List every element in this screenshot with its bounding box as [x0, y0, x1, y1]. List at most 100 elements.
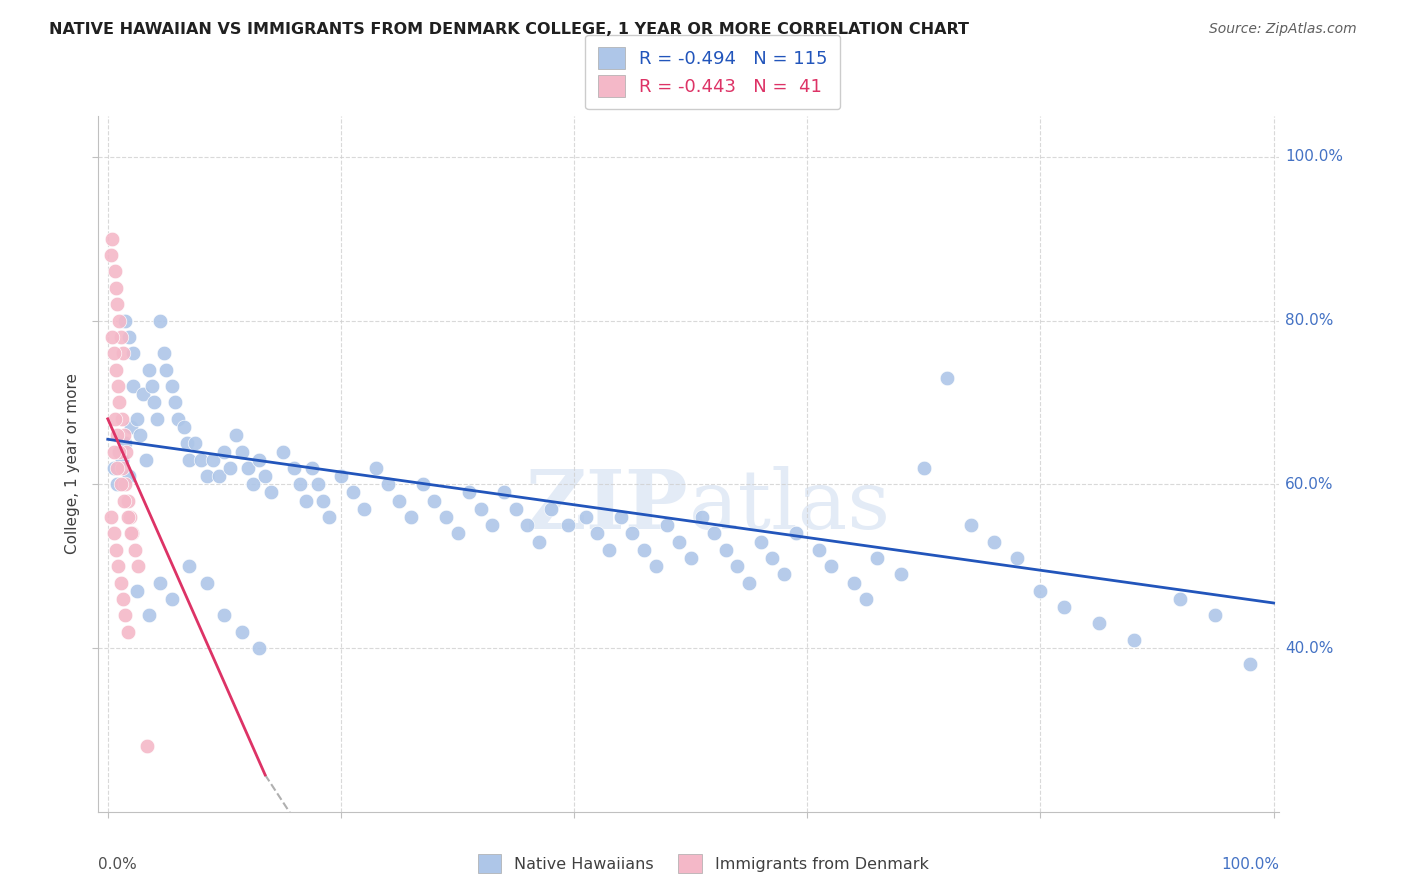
- Point: [1005, 551, 1028, 566]
- Text: 60.0%: 60.0%: [1285, 477, 1334, 491]
- Point: [195, 575, 218, 590]
- Point: [132, 387, 155, 401]
- Point: [470, 501, 492, 516]
- Point: [807, 542, 830, 557]
- Point: [598, 542, 620, 557]
- Point: [692, 510, 714, 524]
- Point: [749, 534, 772, 549]
- Point: [127, 559, 149, 574]
- Point: [912, 461, 935, 475]
- Point: [983, 534, 1005, 549]
- Point: [855, 591, 877, 606]
- Point: [117, 510, 139, 524]
- Point: [494, 485, 516, 500]
- Point: [122, 346, 145, 360]
- Point: [105, 297, 128, 311]
- Point: [329, 469, 352, 483]
- Point: [842, 575, 865, 590]
- Point: [117, 624, 139, 639]
- Point: [103, 444, 125, 458]
- Text: 80.0%: 80.0%: [1285, 313, 1334, 328]
- Point: [129, 428, 152, 442]
- Point: [1239, 657, 1261, 672]
- Point: [121, 526, 143, 541]
- Point: [149, 575, 172, 590]
- Point: [115, 444, 138, 458]
- Point: [295, 493, 318, 508]
- Point: [173, 420, 195, 434]
- Point: [176, 436, 198, 450]
- Point: [120, 526, 142, 541]
- Point: [1053, 600, 1076, 615]
- Point: [100, 510, 122, 524]
- Point: [108, 395, 131, 409]
- Point: [105, 461, 128, 475]
- Point: [120, 420, 142, 434]
- Point: [184, 436, 207, 450]
- Point: [283, 461, 305, 475]
- Point: [434, 510, 457, 524]
- Point: [399, 510, 422, 524]
- Point: [111, 346, 134, 360]
- Point: [105, 477, 128, 491]
- Point: [820, 559, 842, 574]
- Point: [247, 452, 270, 467]
- Point: [725, 559, 748, 574]
- Point: [103, 461, 125, 475]
- Point: [179, 452, 201, 467]
- Point: [112, 493, 135, 508]
- Point: [505, 501, 527, 516]
- Point: [111, 452, 134, 467]
- Point: [668, 534, 690, 549]
- Point: [143, 395, 166, 409]
- Point: [527, 534, 550, 549]
- Point: [516, 518, 538, 533]
- Point: [103, 346, 125, 360]
- Point: [100, 248, 122, 262]
- Point: [160, 591, 183, 606]
- Point: [423, 493, 446, 508]
- Point: [104, 281, 127, 295]
- Point: [1204, 608, 1226, 623]
- Point: [104, 542, 127, 557]
- Point: [105, 428, 128, 442]
- Point: [644, 559, 666, 574]
- Point: [738, 575, 761, 590]
- Point: [149, 313, 172, 327]
- Point: [112, 428, 135, 442]
- Point: [122, 379, 145, 393]
- Point: [936, 371, 959, 385]
- Point: [540, 501, 562, 516]
- Point: [114, 477, 136, 491]
- Point: [145, 412, 167, 426]
- Point: [307, 477, 329, 491]
- Point: [104, 362, 127, 376]
- Point: [225, 428, 247, 442]
- Point: [118, 330, 141, 344]
- Point: [236, 461, 259, 475]
- Text: atlas: atlas: [689, 466, 891, 546]
- Point: [785, 526, 807, 541]
- Point: [231, 444, 253, 458]
- Point: [312, 493, 335, 508]
- Point: [388, 493, 411, 508]
- Point: [101, 232, 124, 246]
- Point: [633, 542, 655, 557]
- Point: [110, 330, 132, 344]
- Point: [104, 412, 127, 426]
- Point: [1087, 616, 1109, 631]
- Point: [301, 461, 323, 475]
- Point: [1170, 591, 1192, 606]
- Point: [481, 518, 503, 533]
- Point: [219, 461, 242, 475]
- Point: [125, 583, 148, 598]
- Point: [114, 313, 136, 327]
- Point: [118, 469, 141, 483]
- Text: NATIVE HAWAIIAN VS IMMIGRANTS FROM DENMARK COLLEGE, 1 YEAR OR MORE CORRELATION C: NATIVE HAWAIIAN VS IMMIGRANTS FROM DENMA…: [49, 22, 969, 37]
- Point: [101, 330, 124, 344]
- Point: [108, 313, 131, 327]
- Point: [179, 559, 201, 574]
- Point: [254, 469, 277, 483]
- Point: [1029, 583, 1052, 598]
- Point: [959, 518, 981, 533]
